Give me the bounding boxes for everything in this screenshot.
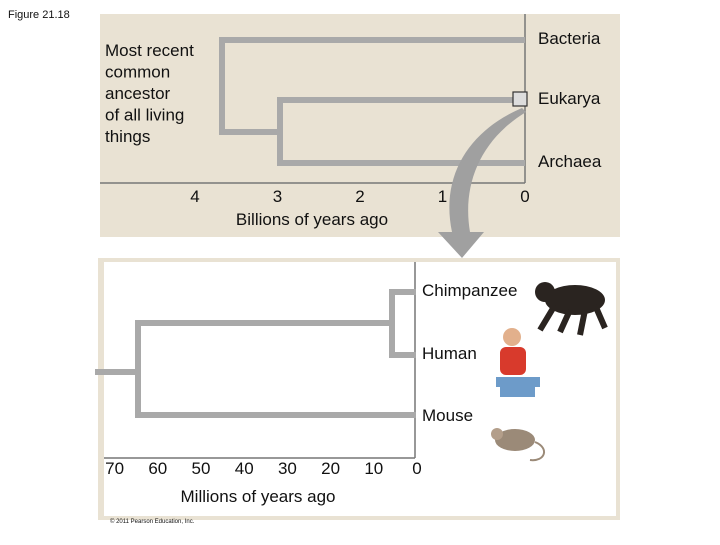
axis-label: Millions of years ago (181, 487, 336, 506)
tick-label: 0 (520, 187, 529, 206)
root-label: Most recent common ancestor of all living th… (105, 41, 194, 146)
mouse-illustration (491, 428, 545, 462)
tick-label: 2 (355, 187, 364, 206)
root-label-line: of all living (105, 106, 184, 125)
top-panel (100, 14, 620, 237)
human-illustration (496, 328, 540, 397)
tree-branches (95, 289, 416, 418)
taxon-label: Mouse (422, 406, 473, 425)
zoom-arrow (438, 108, 526, 258)
tick-label: 20 (321, 459, 340, 478)
tick-label: 4 (190, 187, 199, 206)
tick-label: 30 (278, 459, 297, 478)
tick-label: 50 (192, 459, 211, 478)
figure-label: Figure 21.18 (8, 9, 70, 21)
root-label-line: Most recent (105, 41, 194, 60)
tree-branches (219, 37, 525, 166)
root-label-line: ancestor (105, 84, 171, 103)
taxon-label: Archaea (538, 152, 602, 171)
tick-label: 1 (438, 187, 447, 206)
tick-label: 60 (148, 459, 167, 478)
chimpanzee-illustration (535, 282, 608, 336)
tick-label: 0 (412, 459, 421, 478)
axis-label: Billions of years ago (236, 210, 388, 229)
root-label-line: things (105, 127, 150, 146)
taxon-label: Bacteria (538, 29, 601, 48)
taxon-label: Chimpanzee (422, 281, 517, 300)
tick-label: 10 (364, 459, 383, 478)
tick-labels: 4 3 2 1 0 (190, 187, 529, 206)
zoom-box (512, 91, 528, 107)
taxon-label: Human (422, 344, 477, 363)
tick-label: 70 (105, 459, 124, 478)
tick-labels: 70 60 50 40 30 20 10 0 (105, 459, 422, 478)
root-label-line: common (105, 63, 170, 82)
tick-label: 3 (273, 187, 282, 206)
copyright: © 2011 Pearson Education, Inc. (110, 518, 195, 525)
taxon-label: Eukarya (538, 89, 601, 108)
tick-label: 40 (235, 459, 254, 478)
